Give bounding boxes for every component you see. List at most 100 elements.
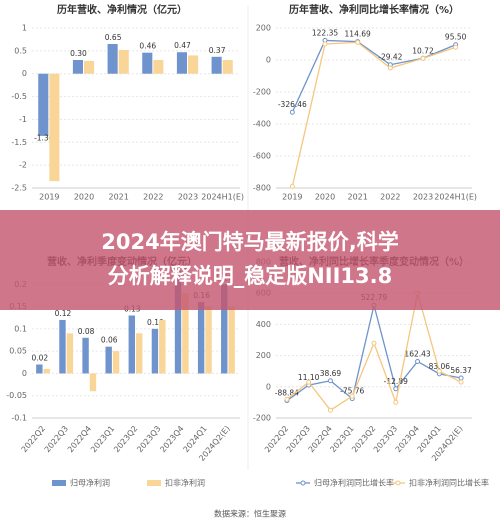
bar <box>197 302 205 374</box>
y-tick-label: 0 <box>266 382 271 391</box>
banner-bg <box>0 210 500 310</box>
y-tick-label: 0 <box>266 56 271 65</box>
x-tick-label: 2022 <box>380 193 400 202</box>
point <box>289 183 295 189</box>
y-tick-label: -600 <box>253 152 271 161</box>
y-tick-label: -2 <box>19 161 27 170</box>
value-label: -12.89 <box>384 377 408 386</box>
bar <box>105 346 112 374</box>
value-label: 95.50 <box>445 33 467 42</box>
bar <box>159 319 166 374</box>
bar <box>221 284 228 374</box>
value-label: 0.08 <box>78 327 95 336</box>
point <box>306 379 312 385</box>
y-tick-label: 0 <box>22 369 27 378</box>
bar <box>38 73 49 136</box>
bar <box>174 275 182 374</box>
point <box>387 65 393 71</box>
bar <box>43 368 50 374</box>
bar <box>82 337 89 374</box>
value-label: 114.69 <box>345 30 371 39</box>
value-label: 0.37 <box>209 46 226 55</box>
x-tick-label: 2019 <box>39 193 59 202</box>
point <box>322 41 328 47</box>
y-tick-label: -200 <box>253 414 271 423</box>
bar <box>151 328 159 374</box>
y-tick-label: 1 <box>22 24 27 33</box>
value-label: 0.02 <box>32 354 49 363</box>
point <box>458 379 464 385</box>
legend-swatch <box>395 480 401 486</box>
point <box>349 393 355 399</box>
value-label: 11.10 <box>298 373 320 382</box>
y-tick-label: 200 <box>256 351 271 360</box>
x-tick-label: 2023 <box>413 193 433 202</box>
point <box>355 39 361 45</box>
point <box>415 358 421 364</box>
legend-label: 归母净利润 <box>70 478 110 488</box>
y-tick-label: 400 <box>256 320 271 329</box>
value-label: 83.06 <box>429 362 451 371</box>
point <box>436 368 442 374</box>
x-tick-label: 2023 <box>178 193 198 202</box>
bar <box>205 306 212 374</box>
line <box>291 41 456 187</box>
y-tick-label: -0.5 <box>11 92 27 101</box>
point <box>453 44 459 50</box>
point <box>393 399 399 405</box>
banner-text: 分析解释说明_稳定版NII13.8 <box>108 264 393 288</box>
y-tick-label: -1 <box>19 115 27 124</box>
legend-swatch <box>52 480 66 486</box>
value-label: 38.69 <box>320 369 342 378</box>
point <box>284 396 290 402</box>
bar <box>84 60 95 74</box>
value-label: 0.65 <box>105 33 122 42</box>
chart-title: 历年营收、净利同比增长率情况（%） <box>289 3 459 16</box>
y-tick-label: -0.05 <box>6 391 27 400</box>
footer: 数据来源：恒生聚源 <box>214 509 286 519</box>
value-label: 10.72 <box>412 46 434 55</box>
y-tick-label: -2.5 <box>11 184 27 193</box>
value-label: -29.42 <box>378 53 402 62</box>
legend-swatch <box>300 480 306 486</box>
point <box>371 340 377 346</box>
y-tick-label: -200 <box>253 88 271 97</box>
bar <box>72 60 83 74</box>
legend-swatch <box>147 480 161 486</box>
value-label: -88.84 <box>275 389 299 398</box>
value-label: 0.46 <box>139 42 156 51</box>
value-label: -75.76 <box>340 387 364 396</box>
bar <box>222 60 233 74</box>
y-tick-label: -400 <box>253 120 271 129</box>
bar <box>176 52 187 74</box>
value-label: 0.12 <box>55 309 72 318</box>
bar <box>182 293 189 374</box>
point <box>327 407 333 413</box>
value-label: 0.30 <box>70 49 87 58</box>
value-label: 122.35 <box>312 28 338 37</box>
y-tick-label: 0 <box>22 69 27 78</box>
bar <box>211 56 222 74</box>
line <box>286 293 462 412</box>
value-label: 0.06 <box>101 336 118 345</box>
bar <box>136 333 143 374</box>
x-tick-label: 2021 <box>347 193 367 202</box>
point <box>393 386 399 392</box>
banner-text: 2024年澳门特马最新报价,科学 <box>101 230 398 254</box>
bar <box>112 351 120 374</box>
x-tick-label: 2020 <box>315 193 335 202</box>
bar <box>118 49 129 74</box>
y-tick-label: 0.05 <box>9 347 27 356</box>
point <box>327 378 333 384</box>
bar <box>153 60 164 74</box>
bar <box>59 319 66 374</box>
x-tick-label: 2024H1(E) <box>201 193 244 202</box>
bar <box>107 44 118 74</box>
bar <box>66 333 74 374</box>
y-tick-label: 0.5 <box>14 46 27 55</box>
x-tick-label: 2020 <box>74 193 94 202</box>
value-label: -1.36 <box>34 134 54 143</box>
x-tick-label: 2022 <box>143 193 163 202</box>
chart-title: 历年营收、净利情况（亿元） <box>57 3 187 16</box>
